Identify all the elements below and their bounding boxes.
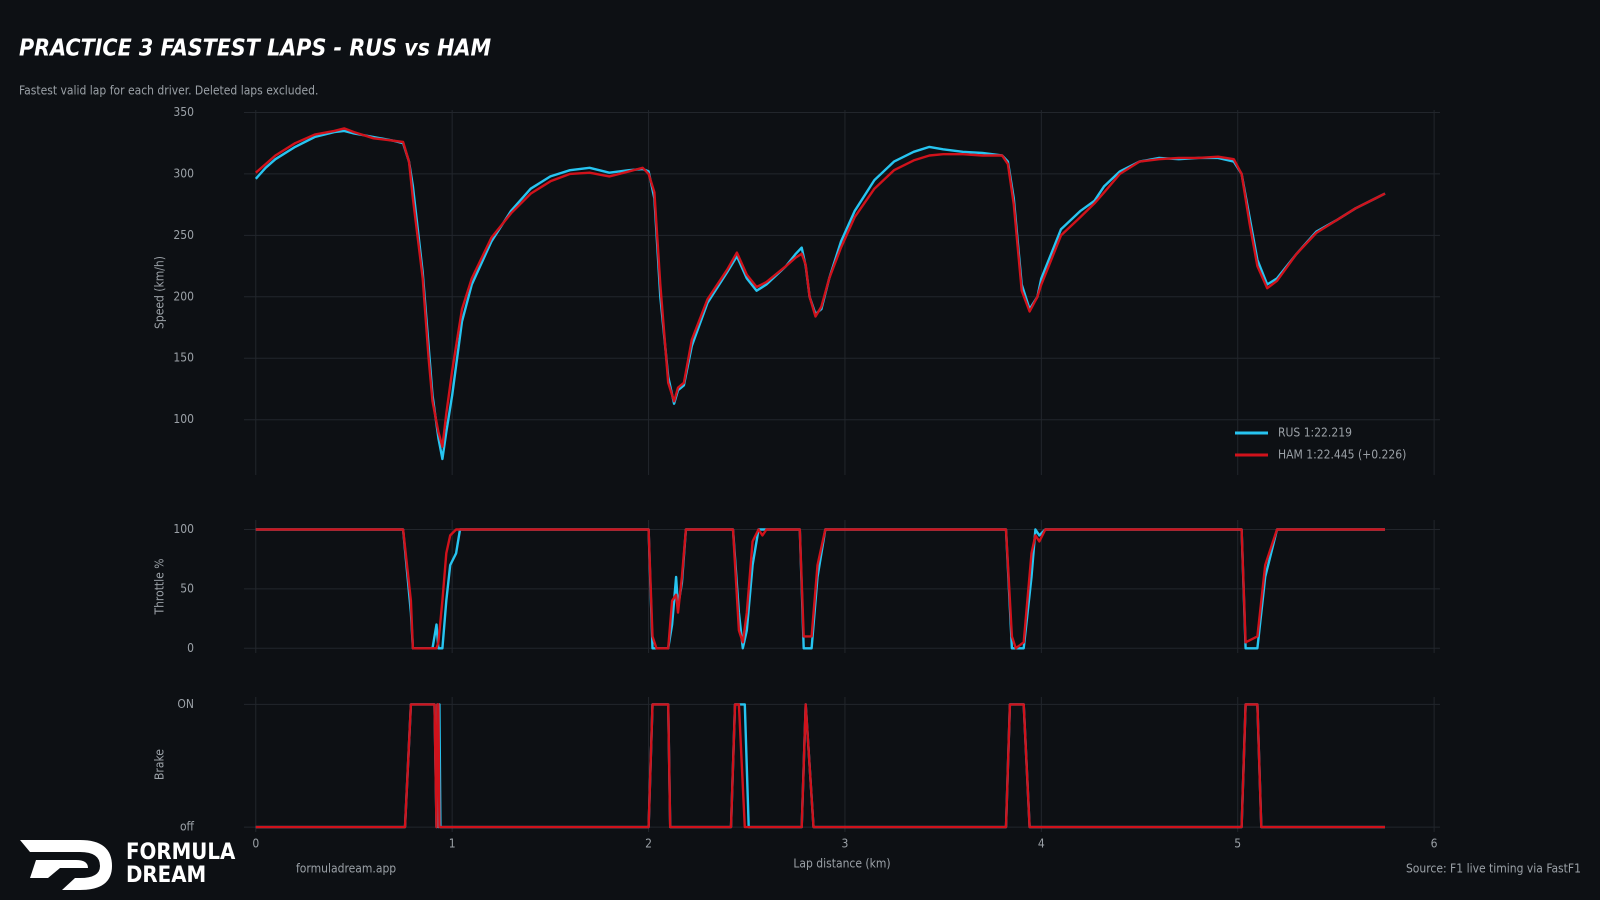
- y-tick-label: 0: [187, 641, 194, 655]
- legend-label: RUS 1:22.219: [1278, 426, 1352, 440]
- y-axis-label: Speed (km/h): [153, 256, 167, 329]
- y-tick-label: 200: [173, 289, 194, 303]
- x-axis-label: Lap distance (km): [793, 857, 890, 871]
- x-tick-label: 5: [1234, 837, 1241, 851]
- legend-label: HAM 1:22.445 (+0.226): [1278, 448, 1406, 462]
- source-note: Source: F1 live timing via FastF1: [1406, 862, 1581, 876]
- series-line: [255, 528, 1385, 650]
- x-tick-label: 2: [645, 837, 652, 851]
- x-tick-label: 6: [1431, 837, 1438, 851]
- y-tick-label: ON: [177, 697, 194, 711]
- x-tick-label: 3: [842, 837, 849, 851]
- logo-mark: [20, 840, 112, 890]
- logo-text: DREAM: [126, 863, 206, 888]
- y-tick-label: 100: [173, 412, 194, 426]
- subtitle: Fastest valid lap for each driver. Delet…: [19, 84, 318, 98]
- y-tick-label: 100: [173, 522, 194, 536]
- series-line: [255, 127, 1386, 448]
- series-line: [255, 703, 1385, 829]
- logo-text: FORMULA: [126, 840, 236, 865]
- site-url: formuladream.app: [296, 862, 396, 876]
- y-tick-label: 250: [173, 228, 194, 242]
- y-tick-label: off: [180, 820, 195, 834]
- series-line: [255, 528, 1385, 650]
- y-tick-label: 300: [173, 166, 194, 180]
- chart-title: PRACTICE 3 FASTEST LAPS - RUS vs HAM: [19, 36, 492, 62]
- x-tick-label: 1: [449, 837, 456, 851]
- y-axis-label: Brake: [153, 749, 167, 780]
- x-tick-label: 4: [1038, 837, 1045, 851]
- y-axis-label: Throttle %: [153, 558, 167, 615]
- y-tick-label: 150: [173, 351, 194, 365]
- y-tick-label: 50: [180, 581, 194, 595]
- y-tick-label: 350: [173, 105, 194, 119]
- x-tick-label: 0: [252, 837, 259, 851]
